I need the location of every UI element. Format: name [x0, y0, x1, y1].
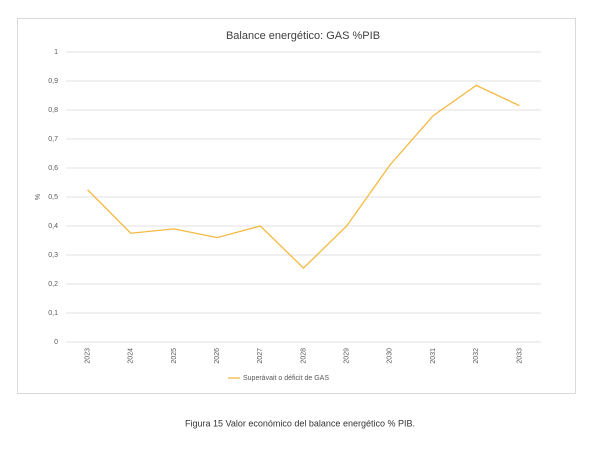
legend-label: Superávait o déficit de GAS [243, 375, 329, 382]
chart-title: Balance energético: GAS %PIB [226, 30, 380, 42]
y-axis-label: % [35, 194, 42, 200]
caption: Figura 15 Valor económico del balance en… [185, 418, 415, 428]
x-tick-label: 2024 [128, 348, 135, 364]
series-line [87, 84, 520, 269]
x-tick-label: 2028 [300, 348, 307, 364]
y-tick-label: 0,4 [48, 223, 58, 230]
y-tick-label: 0,1 [48, 310, 58, 317]
x-tick-label: 2026 [214, 348, 221, 364]
y-tick-label: 0,7 [48, 136, 58, 143]
y-tick-label: 0,3 [48, 252, 58, 259]
y-tick-label: 0 [54, 339, 58, 346]
x-tick-label: 2027 [257, 348, 264, 364]
x-tick-label: 2031 [430, 348, 437, 364]
y-tick-label: 0,5 [48, 194, 58, 201]
y-tick-label: 0,6 [48, 165, 58, 172]
y-tick-label: 1 [54, 49, 58, 56]
x-tick-label: 2032 [473, 348, 480, 364]
y-tick-label: 0,9 [48, 78, 58, 85]
x-tick-label: 2025 [171, 348, 178, 364]
y-tick-label: 0,8 [48, 107, 58, 114]
x-tick-label: 2023 [84, 348, 91, 364]
x-tick-label: 2030 [387, 348, 394, 364]
y-tick-label: 0,2 [48, 281, 58, 288]
x-tick-label: 2033 [516, 348, 523, 364]
chart-frame [17, 18, 576, 394]
x-tick-label: 2029 [344, 348, 351, 364]
